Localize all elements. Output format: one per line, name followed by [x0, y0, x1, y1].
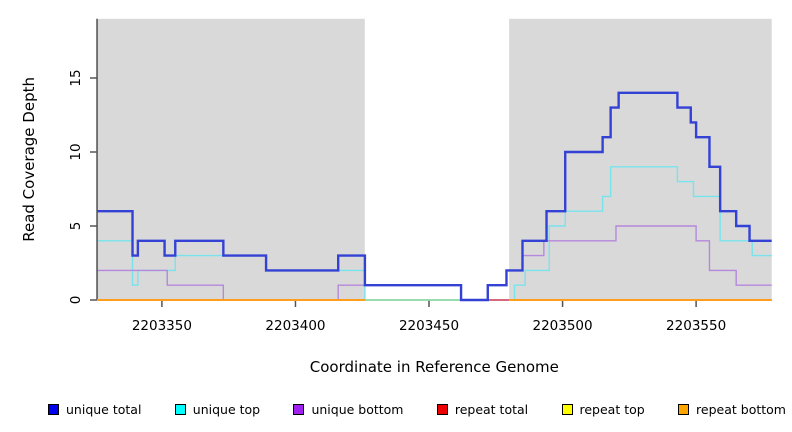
y-tick-label: 5	[68, 222, 84, 231]
legend-item-repeat-total: repeat total	[436, 401, 529, 417]
legend-label: unique total	[66, 401, 142, 417]
x-tick-label: 2203450	[399, 318, 459, 334]
x-tick-label: 2203400	[265, 318, 325, 334]
legend-label: repeat bottom	[696, 401, 786, 417]
legend-item-unique-top: unique top	[174, 401, 261, 417]
coverage-chart: 2203350 2203400 2203450 2203500 2203550 0 5 10 1…	[20, 18, 772, 376]
legend-swatch-unique-bottom	[293, 403, 305, 415]
legend-swatch-unique-total	[48, 403, 59, 415]
y-tick-label: 10	[68, 143, 84, 160]
x-axis-title: Coordinate in Reference Genome	[310, 358, 559, 376]
legend-item-repeat-top: repeat top	[561, 401, 645, 417]
y-axis-title: Read Coverage Depth	[20, 77, 38, 242]
background-band	[509, 18, 772, 301]
y-tick-label: 15	[68, 69, 84, 86]
series-line-unique-top	[97, 166, 772, 301]
legend-item-repeat-bottom: repeat bottom	[678, 402, 786, 417]
legend-swatch-repeat-bottom	[678, 403, 690, 415]
legend-swatch-repeat-top	[561, 403, 573, 415]
y-tick-label: 0	[68, 296, 84, 305]
x-tick-label: 2203500	[532, 318, 592, 334]
x-tick-label: 2203350	[132, 318, 192, 334]
background-band	[97, 18, 365, 301]
legend-label: unique top	[192, 401, 261, 417]
x-tick-label: 2203550	[666, 318, 726, 334]
legend-item-unique-total: unique total	[48, 402, 141, 417]
legend-label: unique bottom	[311, 401, 404, 417]
chart-legend: unique total unique top unique bottom repea…	[48, 398, 786, 420]
legend-swatch-unique-top	[174, 403, 186, 415]
legend-label: repeat total	[454, 401, 529, 417]
legend-item-unique-bottom: unique bottom	[293, 401, 404, 417]
series-line-unique-total	[97, 91, 772, 302]
legend-label: repeat top	[579, 401, 645, 417]
legend-swatch-repeat-total	[436, 403, 448, 415]
background-band	[364, 18, 510, 301]
